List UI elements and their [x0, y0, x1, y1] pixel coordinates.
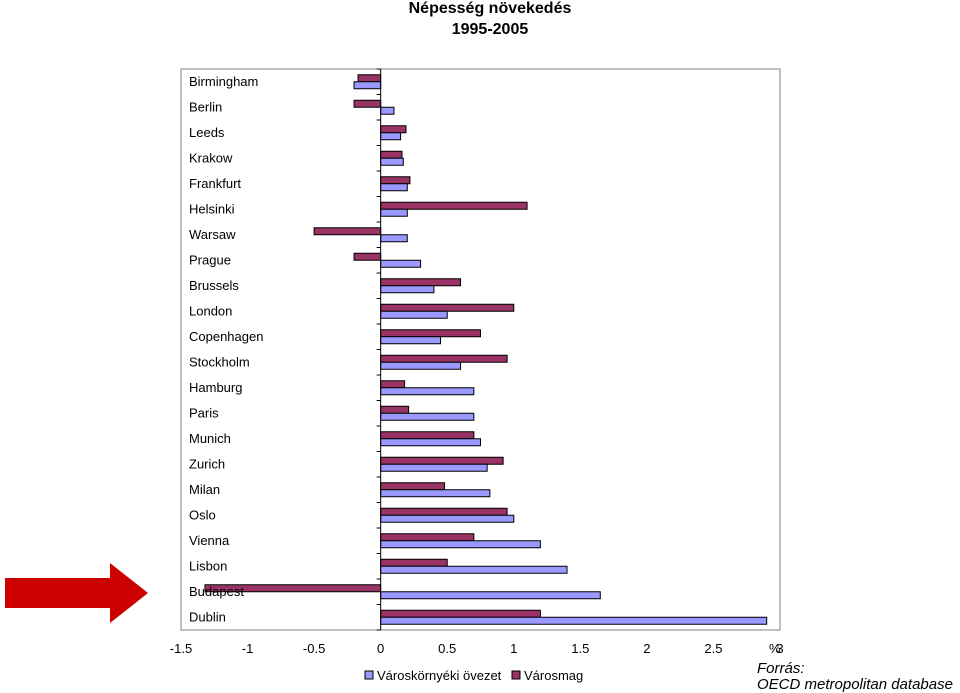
- bar-suburb: [353, 81, 382, 90]
- category-label: Warsaw: [189, 227, 236, 242]
- category-label: Prague: [189, 253, 231, 268]
- legend: Városkörnyéki övezet Városmag: [364, 668, 583, 683]
- category-label: Hamburg: [189, 380, 242, 395]
- category-label: Paris: [189, 406, 219, 421]
- chart-subtitle: 1995-2005: [451, 21, 529, 38]
- bar-suburb: [380, 489, 491, 498]
- category-label: Frankfurt: [189, 176, 241, 191]
- bar-core: [380, 201, 528, 210]
- bar-suburb: [380, 285, 435, 294]
- bar-core: [353, 252, 382, 261]
- bar-core: [380, 431, 475, 440]
- x-tick-label: 1.5: [571, 641, 589, 656]
- bar-suburb: [380, 336, 442, 345]
- bar-core: [380, 533, 475, 542]
- x-tick-label: 1: [510, 641, 517, 656]
- bar-core: [357, 74, 382, 83]
- bar-suburb: [380, 157, 404, 166]
- category-label: Vienna: [189, 533, 230, 548]
- bar-core: [380, 558, 448, 567]
- bar-suburb: [380, 412, 475, 421]
- bar-core: [380, 456, 504, 465]
- legend-label-suburb: Városkörnyéki övezet: [377, 668, 502, 683]
- bar-suburb: [380, 208, 408, 217]
- bar-suburb: [380, 463, 488, 472]
- category-label: Budapest: [189, 584, 244, 599]
- x-axis-unit: %: [769, 641, 781, 656]
- source-text: OECD metropolitan database: [757, 676, 953, 693]
- x-tick-label: -1.5: [170, 641, 192, 656]
- category-label: Lisbon: [189, 559, 227, 574]
- bar-suburb: [380, 234, 408, 243]
- legend-swatch-suburb: [364, 670, 374, 680]
- bar-core: [380, 482, 446, 491]
- category-label: Milan: [189, 482, 220, 497]
- x-tick-label: 3: [776, 641, 783, 656]
- x-tick-label: 2.5: [704, 641, 722, 656]
- category-label: Dublin: [189, 610, 226, 625]
- category-label: Leeds: [189, 125, 225, 140]
- category-label: Stockholm: [189, 355, 250, 370]
- bar-suburb: [380, 438, 481, 447]
- bar-core: [380, 380, 406, 389]
- bar-suburb: [380, 540, 541, 549]
- source-label: Forrás:: [757, 660, 805, 677]
- legend-swatch-core: [511, 670, 521, 680]
- bar-suburb: [380, 132, 402, 141]
- bar-core: [380, 125, 407, 134]
- bar-core: [380, 303, 515, 312]
- bar-suburb: [380, 183, 408, 192]
- category-label: Copenhagen: [189, 329, 263, 344]
- x-tick-label: 2: [643, 641, 650, 656]
- bar-core: [380, 609, 541, 618]
- bar-core: [353, 99, 382, 108]
- x-tick-label: -1: [242, 641, 254, 656]
- bar-suburb: [380, 387, 475, 396]
- bar-core: [380, 405, 410, 414]
- bar-suburb: [380, 514, 515, 523]
- bar-suburb: [380, 591, 601, 600]
- category-label: Zurich: [189, 457, 225, 472]
- bar-core: [380, 278, 462, 287]
- budapest-highlight-arrow: [5, 563, 148, 623]
- category-label: Oslo: [189, 508, 216, 523]
- category-label: London: [189, 304, 232, 319]
- bar-suburb: [380, 106, 395, 115]
- bar-core: [313, 227, 382, 236]
- bar-suburb: [380, 361, 462, 370]
- category-label: Munich: [189, 431, 231, 446]
- category-label: Krakow: [189, 151, 233, 166]
- bar-core: [380, 507, 508, 516]
- bar-core: [380, 176, 411, 185]
- bar-suburb: [380, 565, 568, 574]
- bar-core: [380, 354, 508, 363]
- legend-label-core: Városmag: [524, 668, 583, 683]
- category-label: Birmingham: [189, 74, 258, 89]
- bar-suburb: [380, 310, 448, 319]
- x-tick-label: 0.5: [438, 641, 456, 656]
- chart-title: Népesség növekedés: [408, 0, 572, 17]
- bar-suburb: [380, 259, 422, 268]
- category-label: Helsinki: [189, 202, 235, 217]
- category-label: Brussels: [189, 278, 239, 293]
- bar-suburb: [380, 616, 768, 625]
- x-tick-label: -0.5: [303, 641, 325, 656]
- bar-core: [380, 150, 403, 159]
- plot-area: [180, 68, 781, 631]
- bar-core: [380, 329, 481, 338]
- category-label: Berlin: [189, 100, 222, 115]
- x-tick-label: 0: [377, 641, 384, 656]
